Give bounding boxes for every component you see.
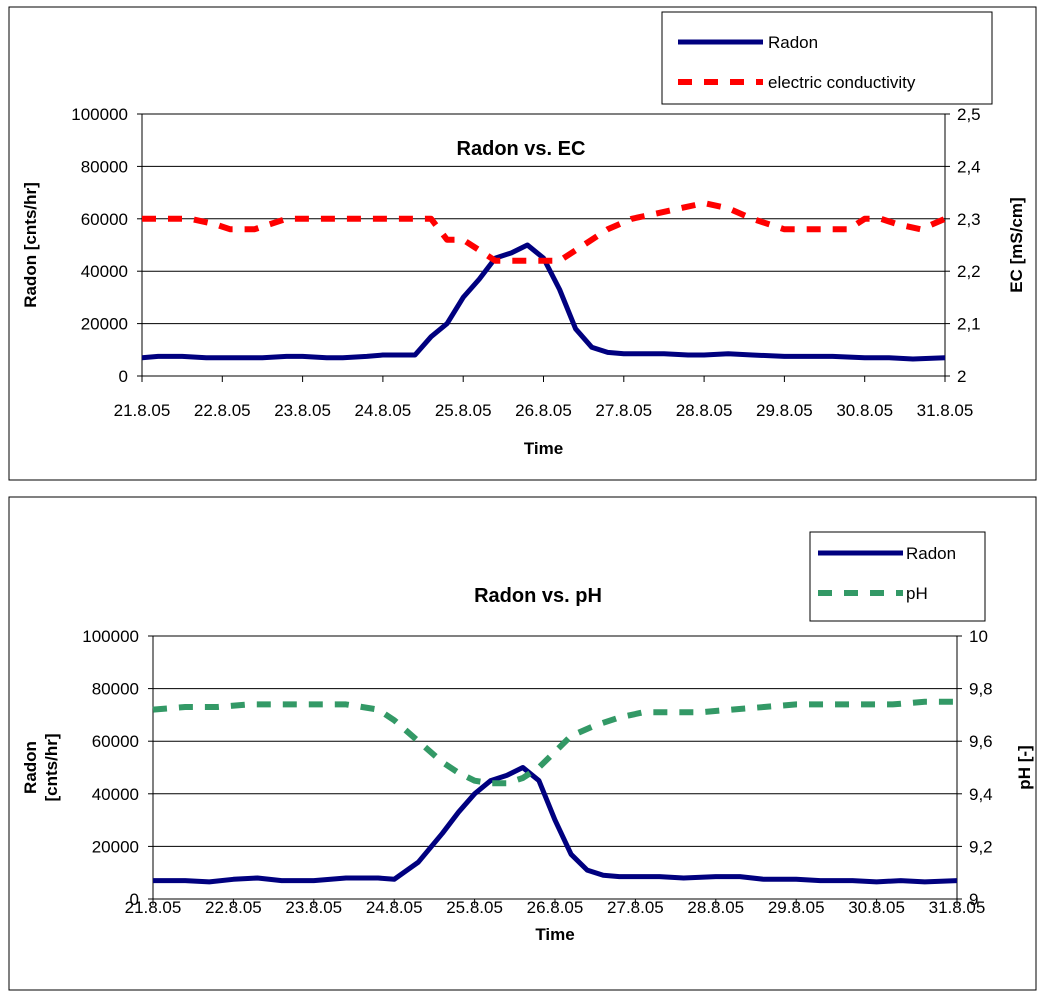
x-tick-label: 21.8.05 [125,898,182,917]
series-line-radon [153,765,958,885]
y2-tick-label: 9,6 [969,732,993,751]
y2-tick-label: 2,5 [957,105,981,124]
y2-tick-label: 2,2 [957,262,981,281]
x-tick-label: 29.8.05 [756,401,813,420]
y-tick-label: 20000 [81,315,128,334]
y2-tick-label: 9,8 [969,680,993,699]
x-tick-label: 25.8.05 [446,898,503,917]
legend-box [809,531,986,622]
x-tick-label: 30.8.05 [836,401,893,420]
x-tick-label: 21.8.05 [114,401,171,420]
y-axis-title: Radon [cnts/hr] [21,182,40,308]
legend-label: pH [906,584,928,603]
y-axis-title: Radon [cnts/hr] [21,734,61,802]
legend-box [661,11,993,105]
x-tick-label: 31.8.05 [929,898,986,917]
x-tick-label: 23.8.05 [285,898,342,917]
x-tick-label: 28.8.05 [676,401,733,420]
y2-tick-label: 9,2 [969,837,993,856]
series-line-ph [152,698,957,787]
y2-tick-label: 9,4 [969,785,993,804]
y-tick-label: 80000 [92,680,139,699]
y-tick-label: 100000 [71,105,128,124]
y-tick-label: 0 [119,367,128,386]
y2-axis-title: EC [mS/cm] [1007,197,1026,292]
x-tick-label: 24.8.05 [366,898,423,917]
x-tick-label: 31.8.05 [917,401,974,420]
x-tick-label: 23.8.05 [274,401,331,420]
x-tick-label: 22.8.05 [194,401,251,420]
x-tick-label: 24.8.05 [355,401,412,420]
legend-label: Radon [906,544,956,563]
y-tick-label: 60000 [81,210,128,229]
x-tick-label: 29.8.05 [768,898,825,917]
x-tick-label: 28.8.05 [687,898,744,917]
y-axis-title-line: [cnts/hr] [42,734,61,802]
x-tick-label: 27.8.05 [595,401,652,420]
y-tick-label: 60000 [92,732,139,751]
y2-axis-title: pH [-] [1015,745,1034,789]
chart-title: Radon vs. EC [457,138,586,160]
y-axis-title-line: Radon [21,741,40,794]
chart-2: 0 20000 40000 60000 80000 100000 9 9,2 9,4 9,6 9,8… [8,496,1037,991]
y-tick-label: 40000 [81,262,128,281]
y2-tick-label: 2,1 [957,315,981,334]
chart-1: 0 20000 40000 60000 80000 100000 2 2,1 2,2 2,3 2,4… [8,6,1037,481]
legend-label: electric conductivity [768,73,916,92]
y-tick-label: 20000 [92,837,139,856]
series-line-radon [141,242,946,362]
x-tick-label: 27.8.05 [607,898,664,917]
x-tick-label: 26.8.05 [527,898,584,917]
y2-tick-label: 9 [969,890,978,909]
x-tick-label: 25.8.05 [435,401,492,420]
x-tick-label: 26.8.05 [515,401,572,420]
y-tick-label: 80000 [81,157,128,176]
chart-title: Radon vs. pH [474,585,602,607]
y2-tick-label: 2,4 [957,157,981,176]
x-tick-label: 22.8.05 [205,898,262,917]
y2-tick-label: 2 [957,367,966,386]
y2-tick-label: 10 [969,627,988,646]
x-axis-title: Time [524,439,563,458]
legend: Radon pH [809,531,986,622]
y2-tick-label: 2,3 [957,210,981,229]
y-tick-label: 40000 [92,785,139,804]
legend: Radon electric conductivity [661,11,993,105]
y-tick-label: 0 [130,890,139,909]
x-tick-label: 30.8.05 [848,898,905,917]
series-line-electric-conductivity [142,200,947,264]
legend-label: Radon [768,33,818,52]
y-tick-label: 100000 [82,627,139,646]
x-axis-title: Time [535,925,574,944]
